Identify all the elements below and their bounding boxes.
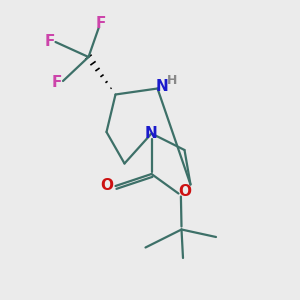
Text: H: H (167, 74, 177, 87)
Text: F: F (95, 16, 106, 32)
Text: O: O (100, 178, 114, 194)
Text: N: N (145, 126, 158, 141)
Text: F: F (44, 34, 55, 50)
Text: F: F (52, 75, 62, 90)
Text: O: O (178, 184, 192, 200)
Text: N: N (156, 79, 168, 94)
